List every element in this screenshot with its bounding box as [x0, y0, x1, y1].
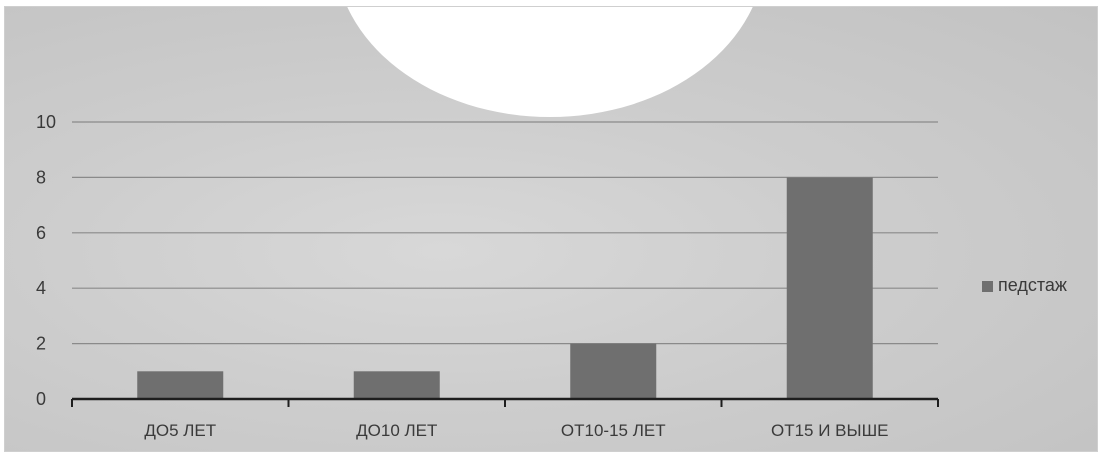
x-axis: [71, 397, 939, 407]
y-tick-label-0: 0: [36, 389, 46, 409]
bar-2: [353, 371, 440, 399]
bar-4: [786, 177, 873, 399]
x-category-label-2: ДО10 ЛЕТ: [356, 421, 437, 440]
x-axis-labels: ДО5 ЛЕТ ДО10 ЛЕТ ОТ10-15 ЛЕТ ОТ15 И ВЫШЕ: [144, 421, 888, 440]
y-tick-label-6: 6: [36, 223, 46, 243]
y-tick-label-8: 8: [36, 167, 46, 187]
y-tick-label-4: 4: [36, 278, 46, 298]
legend: педстаж: [982, 275, 1067, 295]
bar-3: [570, 343, 657, 399]
y-axis-ticks: 0 2 4 6 8 10: [36, 112, 56, 409]
legend-swatch: [982, 281, 993, 292]
bar-1: [137, 371, 224, 399]
legend-label-pedstazh: педстаж: [998, 275, 1067, 295]
x-category-label-4: ОТ15 И ВЫШЕ: [771, 421, 889, 440]
y-tick-label-2: 2: [36, 334, 46, 354]
bars: [137, 177, 873, 399]
x-category-label-1: ДО5 ЛЕТ: [144, 421, 216, 440]
x-category-label-3: ОТ10-15 ЛЕТ: [561, 421, 666, 440]
y-tick-label-10: 10: [36, 112, 56, 132]
